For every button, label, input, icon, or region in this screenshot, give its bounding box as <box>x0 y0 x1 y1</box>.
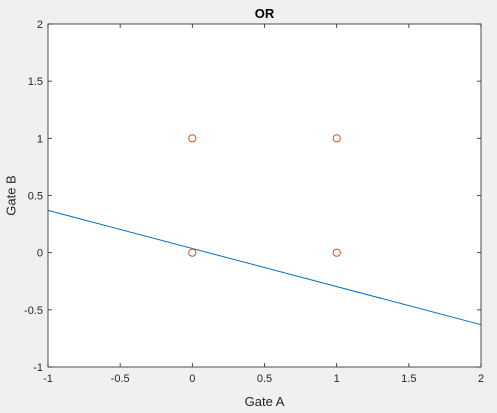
chart-marks <box>47 134 482 326</box>
x-axis-label: Gate A <box>245 394 285 409</box>
y-tick-label: 2 <box>37 19 43 31</box>
x-tick-label: 0.5 <box>257 373 272 385</box>
data-point <box>188 248 197 257</box>
plot-area <box>48 24 481 367</box>
x-tick-label: 1 <box>334 373 340 385</box>
x-tick-label: -1 <box>43 373 53 385</box>
y-tick-label: 0 <box>37 248 43 260</box>
y-tick-label: 1 <box>37 133 43 145</box>
chart-title: OR <box>255 6 275 21</box>
y-tick-label: 0.5 <box>28 191 43 203</box>
chart-axes: -1 -0.5 0 0.5 1 1.5 2 -1 -0.5 0 0.5 1 1.5 2 <box>24 19 484 385</box>
data-point <box>332 134 341 143</box>
x-tick-label: -0.5 <box>111 373 130 385</box>
x-tick-label: 1.5 <box>401 373 416 385</box>
data-point <box>188 134 197 143</box>
data-point <box>332 248 341 257</box>
decision-boundary-line <box>47 209 482 326</box>
y-tick-label: -1 <box>33 362 43 374</box>
y-tick-label: -0.5 <box>24 305 43 317</box>
y-tick-label: 1.5 <box>28 76 43 88</box>
x-tick-label: 2 <box>478 373 484 385</box>
y-axis-label: Gate B <box>3 175 18 215</box>
x-tick-label: 0 <box>189 373 195 385</box>
